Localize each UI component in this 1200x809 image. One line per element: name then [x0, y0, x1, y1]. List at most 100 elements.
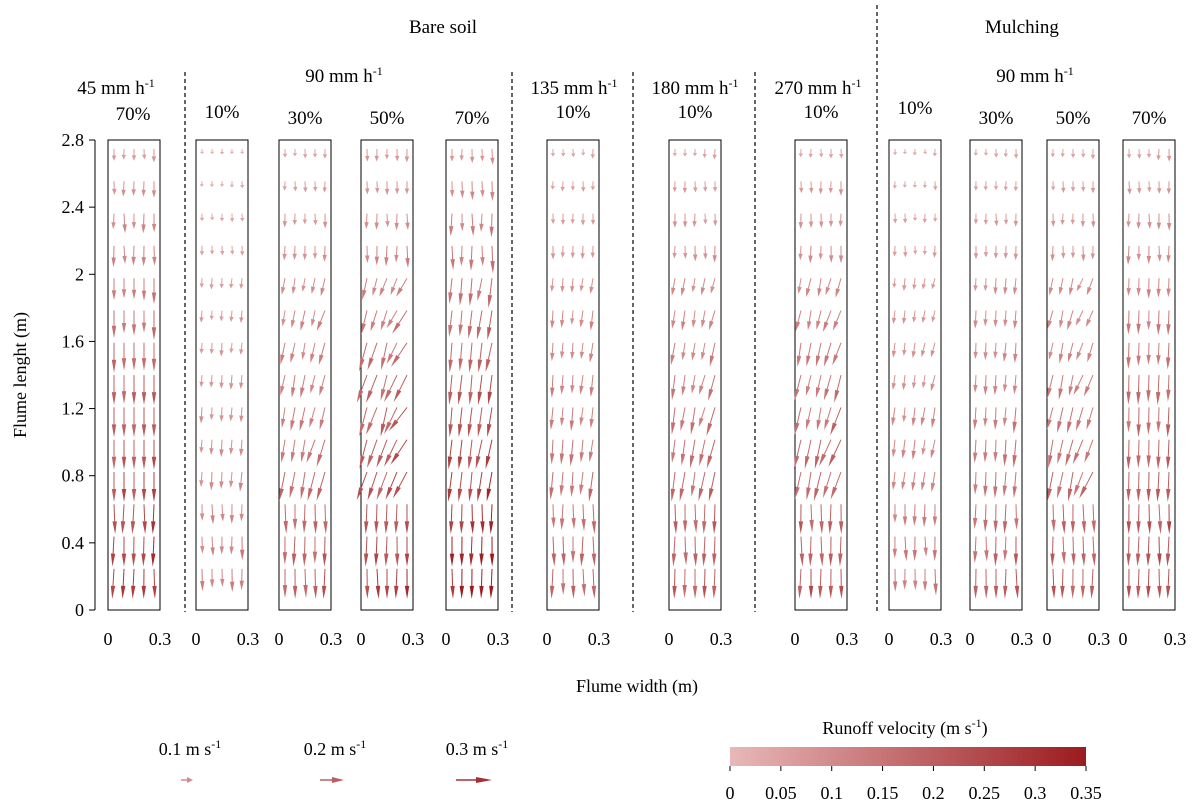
velocity-arrow	[1166, 245, 1171, 263]
velocity-arrow	[691, 342, 696, 361]
velocity-arrow	[1061, 245, 1066, 259]
velocity-arrow	[1046, 407, 1054, 430]
velocity-arrow	[993, 181, 999, 191]
velocity-arrow	[912, 213, 918, 222]
velocity-arrow	[691, 375, 696, 394]
rain-rate-label: 135 mm h-1	[530, 76, 617, 99]
velocity-arrow	[1091, 213, 1096, 228]
velocity-arrow	[141, 375, 147, 406]
velocity-arrow	[141, 245, 146, 267]
velocity-arrow	[404, 181, 410, 195]
velocity-arrow	[570, 278, 575, 293]
velocity-arrow	[220, 568, 225, 588]
velocity-arrow	[804, 439, 812, 470]
velocity-arrow	[1083, 374, 1094, 397]
velocity-arrow	[571, 148, 576, 158]
velocity-arrow	[365, 181, 370, 195]
velocity-arrow	[591, 504, 597, 535]
velocity-arrow	[310, 310, 316, 327]
velocity-arrow	[973, 245, 979, 260]
velocity-arrow	[902, 407, 907, 423]
velocity-arrow	[932, 504, 938, 527]
velocity-arrow	[823, 374, 832, 401]
velocity-arrow	[322, 536, 327, 567]
velocity-arrow	[111, 439, 117, 470]
velocity-arrow	[448, 407, 453, 438]
velocity-arrow	[302, 536, 307, 567]
velocity-arrow	[795, 310, 802, 332]
velocity-arrow	[219, 375, 224, 389]
velocity-arrow	[322, 245, 327, 263]
velocity-arrow	[993, 245, 999, 259]
x-tick-label: 0.3	[487, 629, 510, 649]
velocity-arrow	[703, 245, 708, 260]
velocity-arrow	[359, 439, 368, 469]
velocity-arrow	[151, 213, 157, 233]
velocity-arrow	[290, 342, 296, 363]
velocity-arrow	[671, 375, 676, 401]
velocity-arrow	[838, 504, 844, 535]
velocity-arrow	[591, 568, 597, 599]
velocity-arrow	[569, 471, 575, 497]
velocity-arrow	[892, 536, 898, 559]
colorbar-title: Runoff velocity (m s-1)	[822, 716, 987, 739]
velocity-arrow	[682, 568, 687, 598]
slope-label: 70%	[116, 104, 151, 125]
velocity-arrow	[1047, 471, 1054, 502]
velocity-arrow	[199, 375, 204, 388]
velocity-arrow	[229, 439, 234, 455]
velocity-arrow	[993, 568, 999, 599]
velocity-arrow	[390, 278, 398, 296]
velocity-arrow	[199, 181, 205, 187]
velocity-arrow	[1090, 245, 1096, 260]
slope-label: 10%	[804, 102, 839, 123]
velocity-arrow	[1090, 181, 1096, 194]
velocity-arrow	[1012, 407, 1017, 434]
velocity-arrow	[209, 310, 214, 320]
velocity-arrow	[280, 439, 286, 463]
velocity-arrow	[365, 568, 370, 599]
x-tick-label: 0	[966, 629, 975, 649]
velocity-arrow	[487, 278, 493, 308]
colorbar-tick-label: 0.25	[969, 783, 1001, 803]
velocity-arrow	[323, 504, 328, 535]
velocity-arrow	[448, 375, 453, 405]
velocity-arrow	[394, 213, 399, 231]
velocity-arrow	[1075, 407, 1084, 432]
velocity-arrow	[121, 310, 127, 334]
velocity-arrow	[819, 504, 824, 535]
velocity-arrow	[394, 148, 400, 162]
velocity-arrow	[1002, 375, 1008, 393]
velocity-arrow	[141, 181, 146, 197]
velocity-arrow	[111, 472, 117, 502]
velocity-arrow	[806, 278, 812, 298]
velocity-arrow	[209, 568, 215, 588]
colorbar-tick-label: 0.35	[1070, 783, 1102, 803]
velocity-arrow	[394, 568, 399, 599]
velocity-arrow	[1146, 375, 1151, 403]
velocity-arrow	[209, 342, 214, 355]
velocity-arrow	[309, 407, 316, 428]
velocity-arrow	[302, 148, 308, 159]
velocity-arrow	[291, 536, 297, 567]
velocity-arrow	[200, 568, 205, 592]
velocity-arrow	[1136, 568, 1141, 599]
velocity-arrow	[219, 439, 224, 458]
velocity-arrow	[367, 342, 378, 371]
velocity-arrow	[404, 536, 410, 567]
velocity-arrow	[229, 407, 234, 422]
velocity-arrow	[830, 471, 842, 500]
velocity-arrow	[151, 536, 156, 567]
velocity-arrow	[390, 342, 408, 367]
velocity-arrow	[1070, 504, 1076, 535]
velocity-arrow	[1057, 471, 1064, 499]
velocity-arrow	[479, 213, 484, 233]
velocity-arrow	[239, 504, 244, 522]
velocity-arrow	[1068, 278, 1074, 296]
velocity-arrow	[579, 407, 584, 426]
velocity-arrow	[702, 504, 707, 535]
velocity-arrow	[239, 375, 244, 390]
velocity-arrow	[1166, 148, 1172, 162]
velocity-arrow	[301, 342, 306, 360]
velocity-arrow	[701, 310, 706, 329]
